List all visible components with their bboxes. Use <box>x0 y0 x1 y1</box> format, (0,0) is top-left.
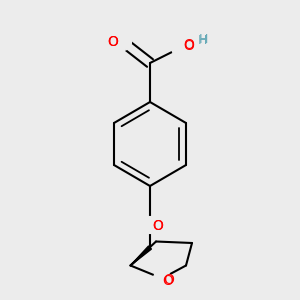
Text: O: O <box>163 274 173 288</box>
Circle shape <box>172 40 188 56</box>
Circle shape <box>142 217 158 233</box>
Text: O: O <box>163 273 174 287</box>
Text: O: O <box>183 38 194 52</box>
Text: O: O <box>108 35 118 49</box>
Text: O: O <box>184 39 194 52</box>
Text: H: H <box>198 34 207 47</box>
Text: H: H <box>199 33 208 46</box>
Polygon shape <box>130 246 152 266</box>
Text: O: O <box>107 35 118 49</box>
Circle shape <box>115 34 131 50</box>
Text: O: O <box>152 219 163 233</box>
Text: O: O <box>152 220 163 233</box>
Circle shape <box>154 270 170 287</box>
